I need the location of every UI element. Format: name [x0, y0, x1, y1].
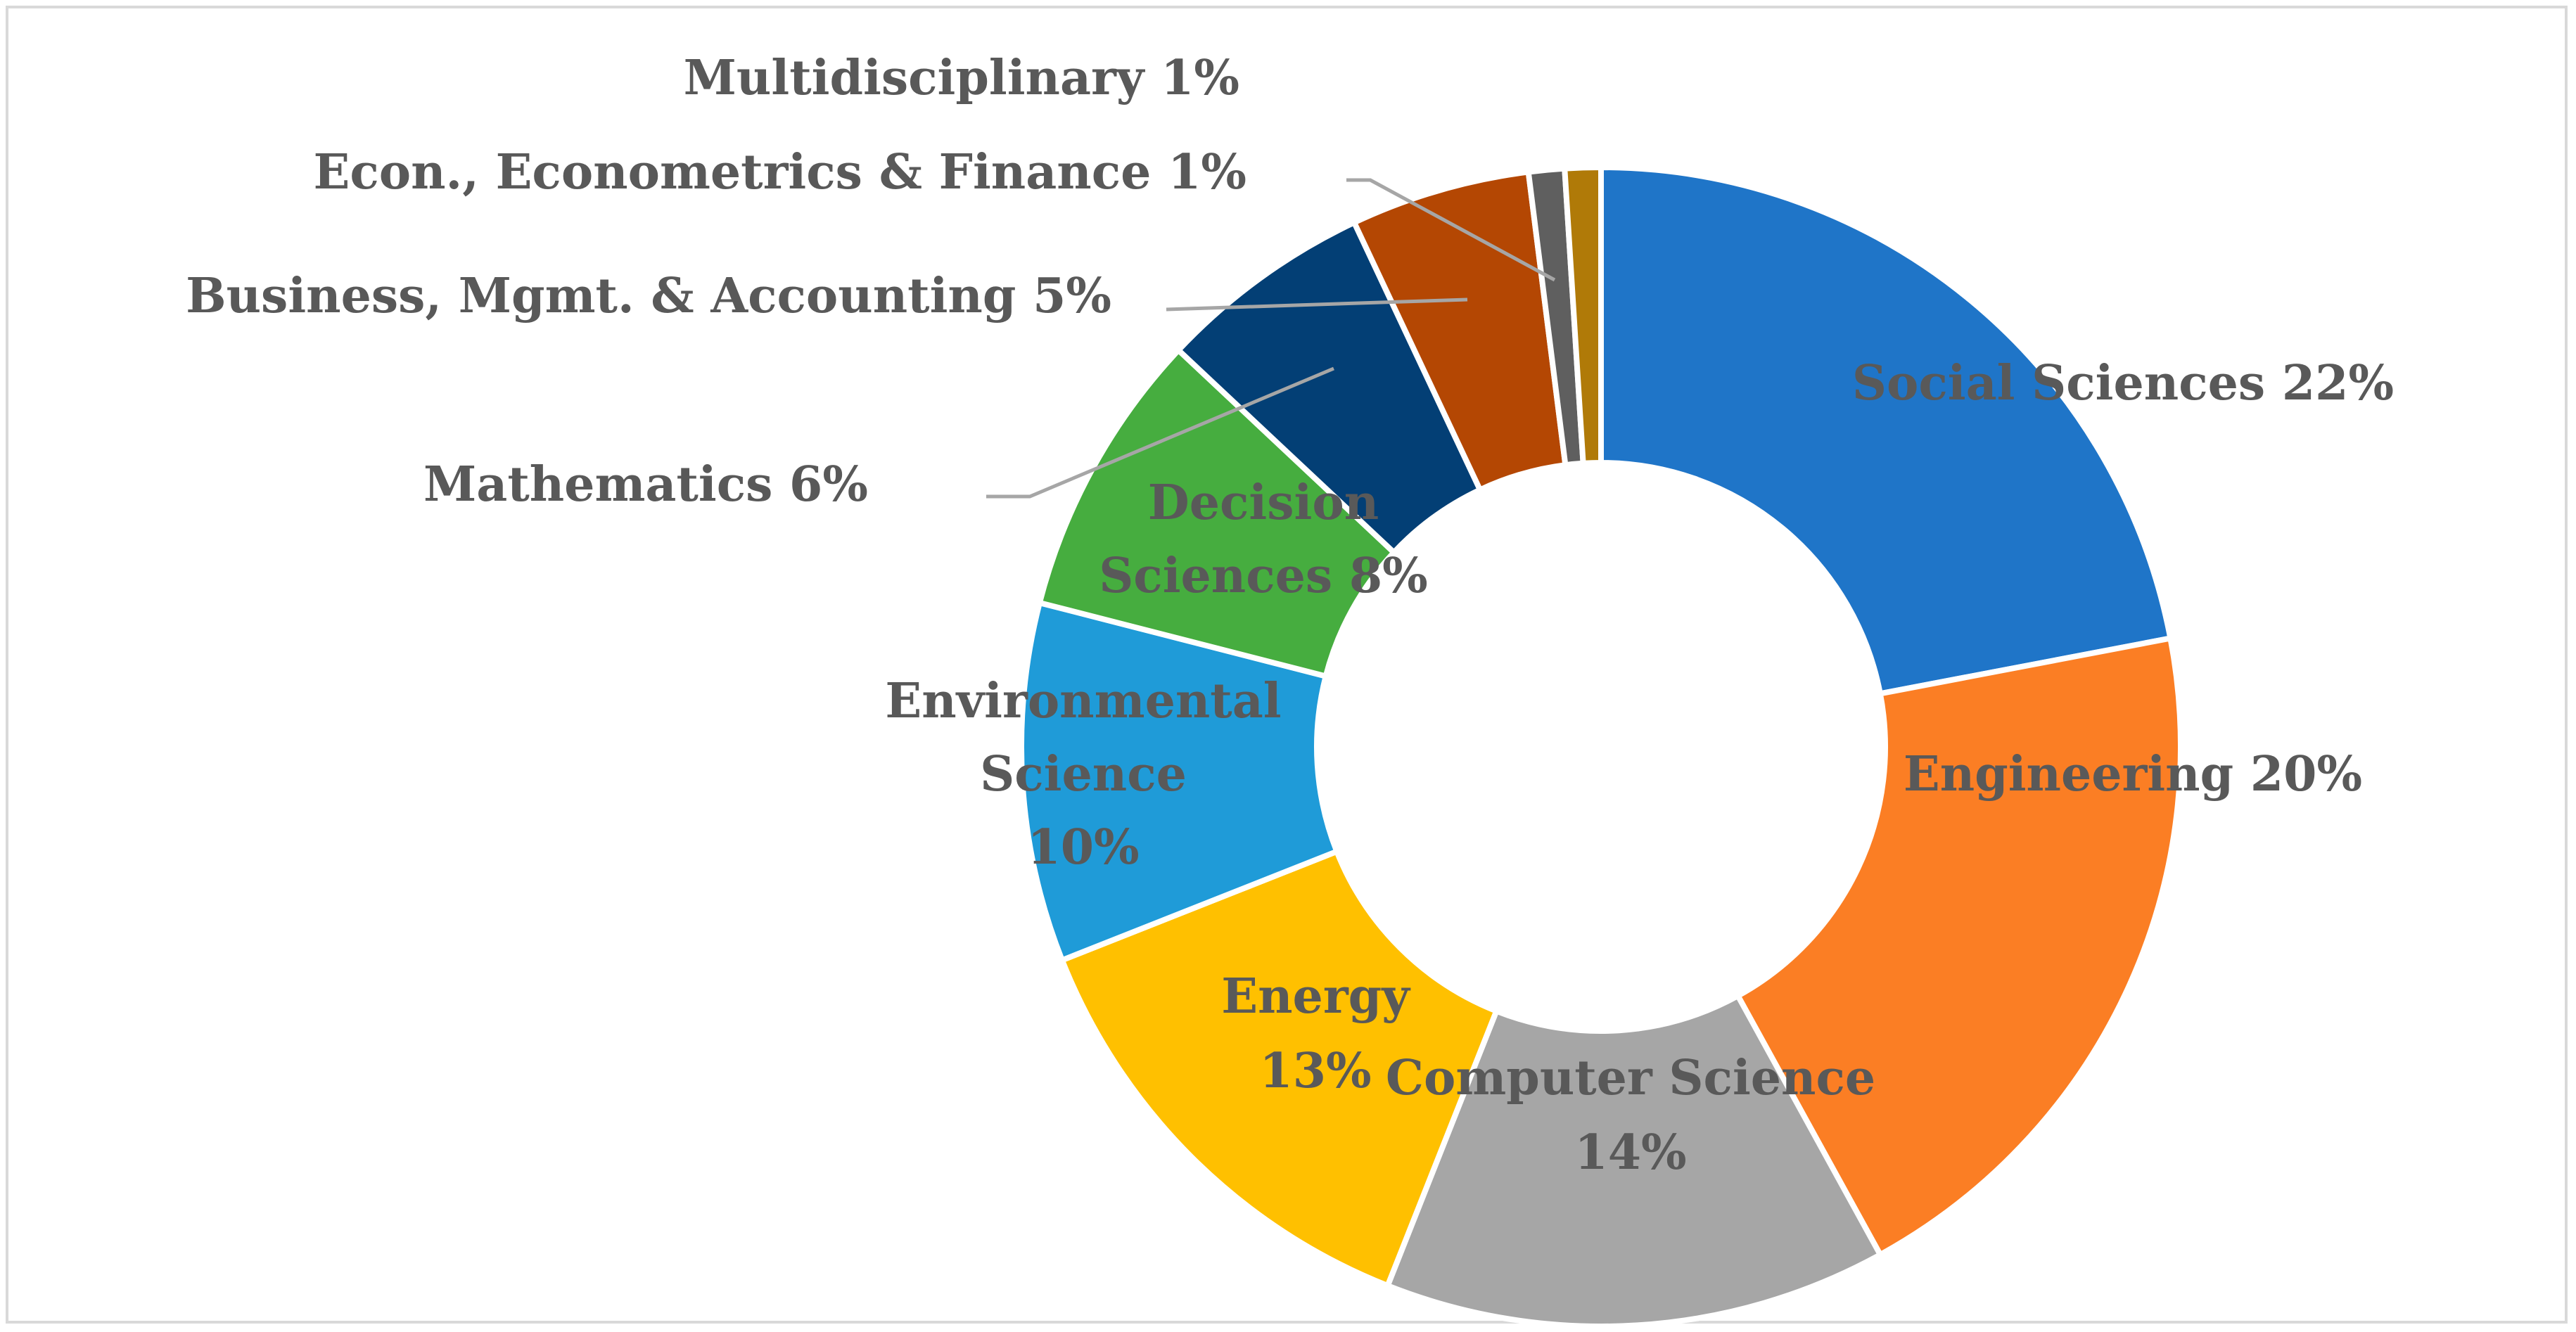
slice-computer-science [1384, 992, 1885, 1329]
leader-line-econ-econometrics-finance [1346, 178, 1556, 282]
leader-line-mathematics [986, 366, 1334, 499]
slice-social-sciences [1598, 164, 2174, 697]
slice-multidisciplinary [1562, 164, 1604, 467]
data-label-engineering: Engineering 20% [1904, 746, 2362, 802]
data-label-energy: Energy 13% [1221, 968, 1411, 1099]
slice-energy [1058, 847, 1500, 1290]
data-label-environmental-science: Environmental Science 10% [885, 673, 1281, 876]
slice-engineering [1734, 634, 2183, 1259]
slice-decision-sciences [1036, 346, 1398, 680]
data-label-social-sciences: Social Sciences 22% [1852, 355, 2394, 411]
data-label-econ-econometrics-finance: Econ., Econometrics & Finance 1% [314, 144, 1246, 200]
data-label-mathematics: Mathematics 6% [423, 456, 868, 513]
slice-environmental-science [1019, 599, 1341, 964]
data-label-business-mgmt-accounting: Business, Mgmt. & Accounting 5% [186, 268, 1111, 324]
data-label-decision-sciences: Decision Sciences 8% [1099, 475, 1428, 604]
data-label-multidisciplinary: Multidisciplinary 1% [684, 50, 1239, 106]
data-label-computer-science: Computer Science 14% [1386, 1050, 1875, 1181]
leader-line-business-mgmt-accounting [1166, 297, 1468, 312]
